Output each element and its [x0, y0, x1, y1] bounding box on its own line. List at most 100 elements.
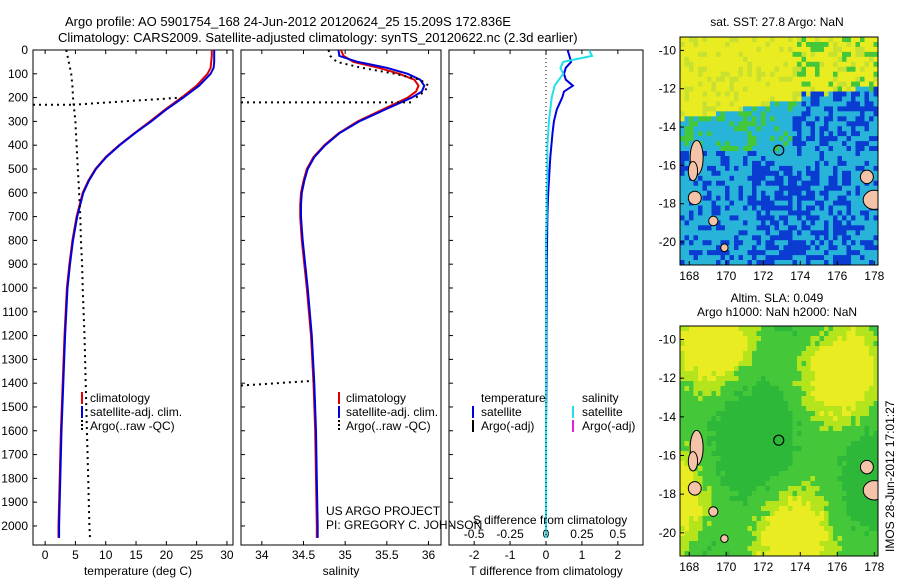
map-cell [707, 546, 712, 552]
map-cell [864, 136, 870, 142]
map-cell [797, 51, 802, 58]
map-cell [801, 381, 807, 387]
side-stamp: IMOS 28-Jun-2012 17:01:27 [883, 400, 897, 552]
map-cell [756, 446, 762, 452]
map-cell [801, 451, 807, 457]
map-cell [684, 506, 690, 512]
map-cell [846, 235, 852, 241]
depth-tick-label: 200 [8, 91, 28, 105]
map-cell [801, 496, 807, 502]
map-cell [815, 56, 820, 63]
map-cell [842, 66, 847, 73]
map-cell [770, 141, 775, 147]
map-cell [734, 220, 739, 226]
map-cell [788, 541, 793, 547]
map-cell [797, 225, 802, 231]
map-cell [765, 436, 771, 442]
map-cell [851, 546, 856, 552]
map-cell [716, 481, 721, 487]
map-cell [833, 111, 838, 117]
map-cell [761, 436, 766, 442]
map-cell [810, 61, 816, 68]
map-cell [747, 461, 753, 467]
map-cell [846, 421, 852, 427]
map-cell [851, 235, 856, 241]
map-cell [756, 336, 762, 342]
map-cell [684, 190, 690, 197]
map-cell [738, 200, 744, 207]
map-cell [842, 436, 847, 442]
map-cell [729, 250, 735, 256]
map-cell [819, 436, 825, 442]
map-cell [707, 501, 712, 507]
map-cell [783, 471, 789, 477]
map-cell [689, 546, 694, 552]
map-cell [783, 156, 789, 162]
map-cell [711, 121, 717, 127]
map-cell [680, 551, 685, 556]
map-cell [752, 42, 757, 48]
map-cell [842, 446, 847, 452]
map-cell [702, 551, 708, 556]
map-cell [788, 255, 793, 261]
map-cell [815, 421, 820, 427]
map-cell [824, 546, 829, 552]
map-cell [792, 141, 798, 147]
map-cell [864, 81, 870, 88]
map-cell [846, 511, 852, 517]
map-cell [684, 240, 690, 246]
map-x-tick-label: 168 [679, 269, 699, 283]
map-cell [810, 406, 816, 412]
map-cell [711, 441, 717, 447]
map-cell [725, 180, 730, 187]
map-cell [770, 175, 775, 182]
map-cell [720, 431, 726, 437]
map-cell [801, 205, 807, 211]
map-cell [747, 351, 753, 357]
map-cell [729, 541, 735, 547]
map-cell [747, 496, 753, 502]
map-cell [855, 180, 861, 187]
map-cell [806, 546, 811, 552]
map-cell [756, 51, 762, 58]
map-cell [720, 106, 726, 112]
map-cell [801, 326, 807, 332]
map-cell [752, 551, 757, 556]
map-cell [720, 225, 726, 231]
map-cell [837, 436, 843, 442]
map-cell [833, 536, 838, 542]
map-cell [729, 436, 735, 442]
map-cell [689, 66, 694, 73]
map-cell [698, 66, 703, 73]
map-cell [842, 396, 847, 402]
map-cell [698, 336, 703, 342]
map-cell [860, 551, 865, 556]
map-cell [693, 411, 699, 417]
map-cell [693, 111, 699, 117]
map-cell [765, 356, 771, 362]
map-cell [833, 96, 838, 102]
map-cell [824, 441, 829, 447]
map-cell [702, 516, 708, 522]
map-cell [725, 156, 730, 162]
map-cell [833, 210, 838, 216]
map-cell [725, 170, 730, 177]
map-cell [716, 160, 721, 167]
map-cell [716, 141, 721, 147]
map-cell [680, 461, 685, 467]
map-cell [752, 531, 757, 537]
map-cell [684, 260, 690, 265]
map-cell [846, 76, 852, 83]
map-cell [738, 71, 744, 78]
map-cell [792, 326, 798, 332]
map-cell [738, 431, 744, 437]
map-cell [797, 421, 802, 427]
map-cell [684, 81, 690, 88]
map-cell [756, 476, 762, 482]
map-cell [873, 240, 878, 246]
map-cell [779, 215, 784, 221]
map-cell [788, 476, 793, 482]
map-cell [711, 61, 717, 68]
map-cell [738, 386, 744, 392]
map-x-tick-label: 178 [864, 560, 884, 574]
